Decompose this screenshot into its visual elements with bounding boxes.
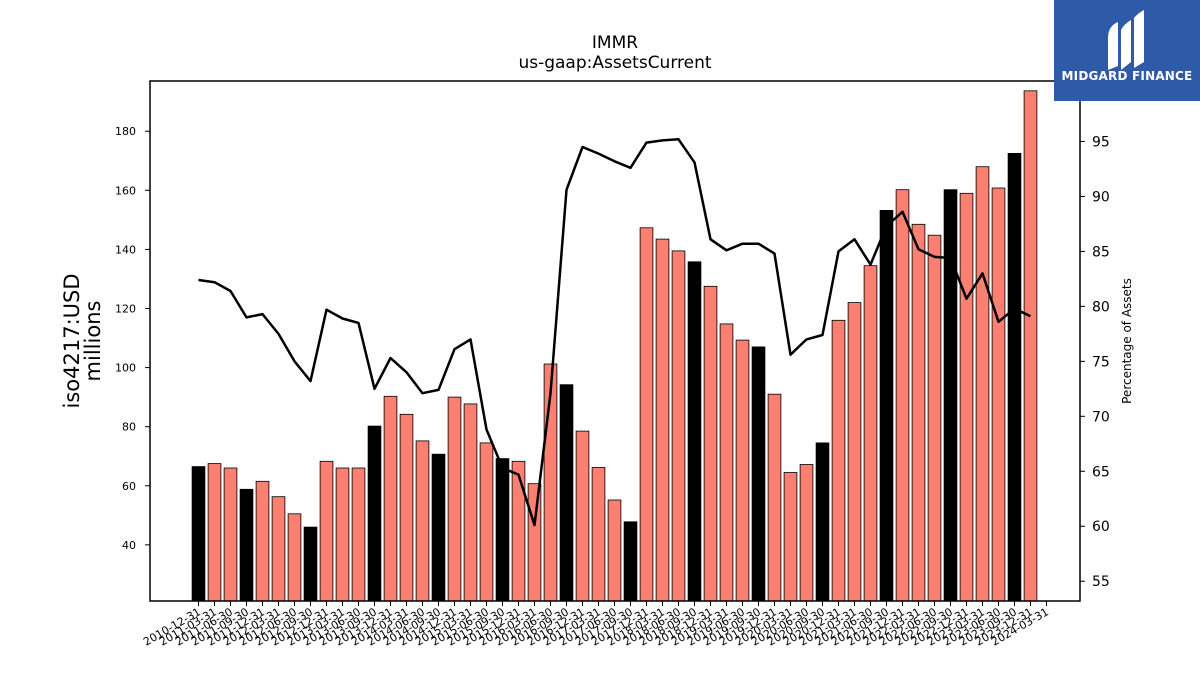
- bar: [479, 442, 494, 602]
- bar: [415, 440, 430, 602]
- y2-tick-label: 70: [1092, 409, 1110, 425]
- y-axis-right: 55 60 65 70 75 80 85 90 95: [1080, 134, 1110, 590]
- bar: [607, 499, 622, 602]
- y-tick-label: 40: [122, 539, 136, 552]
- bar: [559, 384, 574, 602]
- bar: [815, 442, 830, 602]
- bar: [207, 463, 222, 602]
- bar: [335, 467, 350, 602]
- y-tick-label: 180: [115, 125, 136, 138]
- bar: [943, 189, 958, 602]
- y-tick-label: 160: [115, 184, 136, 197]
- bar: [255, 480, 270, 602]
- bar: [623, 521, 638, 602]
- bar: [367, 425, 382, 602]
- bar: [303, 526, 318, 602]
- bar: [991, 187, 1006, 602]
- bar: [271, 496, 286, 602]
- bar: [319, 460, 334, 602]
- bar: [591, 467, 606, 602]
- bar: [687, 261, 702, 602]
- bar: [447, 396, 462, 602]
- bar: [1007, 152, 1022, 602]
- y2-tick-label: 80: [1092, 299, 1110, 315]
- y2-tick-label: 90: [1092, 189, 1110, 205]
- bar: [671, 250, 686, 602]
- bar: [735, 339, 750, 602]
- logo-text: MIDGARD FINANCE: [1061, 69, 1193, 83]
- y-axis-label-line1: iso4217:USD: [60, 273, 84, 408]
- bar: [351, 467, 366, 602]
- x-axis: 2010-12-312011-03-312011-06-302011-09-30…: [141, 601, 1051, 649]
- bar: [223, 467, 238, 602]
- brand-logo: MIDGARD FINANCE: [1054, 0, 1200, 101]
- bar: [895, 189, 910, 602]
- bar: [399, 413, 414, 602]
- y-axis-left: 40 60 80 100 120 140 160 180: [115, 125, 150, 552]
- chart-subtitle: us-gaap:AssetsCurrent: [518, 53, 711, 73]
- bar: [911, 223, 926, 602]
- bar: [927, 234, 942, 602]
- bar: [863, 265, 878, 602]
- bar: [287, 513, 302, 602]
- y-tick-label: 80: [122, 421, 136, 434]
- bar: [655, 238, 670, 602]
- bar: [431, 453, 446, 602]
- bar: [959, 192, 974, 602]
- bar: [879, 209, 894, 602]
- y2-tick-label: 65: [1092, 464, 1110, 480]
- y-tick-label: 100: [115, 362, 136, 375]
- bar: [975, 166, 990, 602]
- y-tick-label: 120: [115, 303, 136, 316]
- bar: [751, 346, 766, 602]
- bar: [383, 395, 398, 602]
- line-series: [198, 138, 1032, 527]
- bar: [1023, 90, 1038, 602]
- y2-tick-label: 85: [1092, 244, 1110, 260]
- y-tick-label: 140: [115, 243, 136, 256]
- bar: [495, 458, 510, 602]
- bar: [847, 302, 862, 602]
- bar: [527, 483, 542, 602]
- chart-title: IMMR: [592, 33, 638, 53]
- percentage-line: [198, 138, 1032, 527]
- logo-mark-icon: [1108, 10, 1144, 70]
- bar: [703, 285, 718, 602]
- bar: [831, 319, 846, 602]
- bar: [719, 323, 734, 602]
- bar: [767, 393, 782, 602]
- bar: [799, 464, 814, 602]
- y2-tick-label: 60: [1092, 519, 1110, 535]
- y2-tick-label: 75: [1092, 354, 1110, 370]
- y2-tick-label: 55: [1092, 574, 1110, 590]
- bar: [511, 460, 526, 602]
- y2-axis-label: Percentage of Assets: [1120, 278, 1134, 404]
- bar: [575, 430, 590, 602]
- y2-tick-label: 95: [1092, 134, 1110, 150]
- y-axis-label-line2: millions: [81, 301, 105, 382]
- bar: [191, 466, 206, 602]
- bar: [463, 403, 478, 602]
- bar: [239, 488, 254, 602]
- bar: [639, 227, 654, 602]
- y-tick-label: 60: [122, 480, 136, 493]
- bar: [783, 472, 798, 602]
